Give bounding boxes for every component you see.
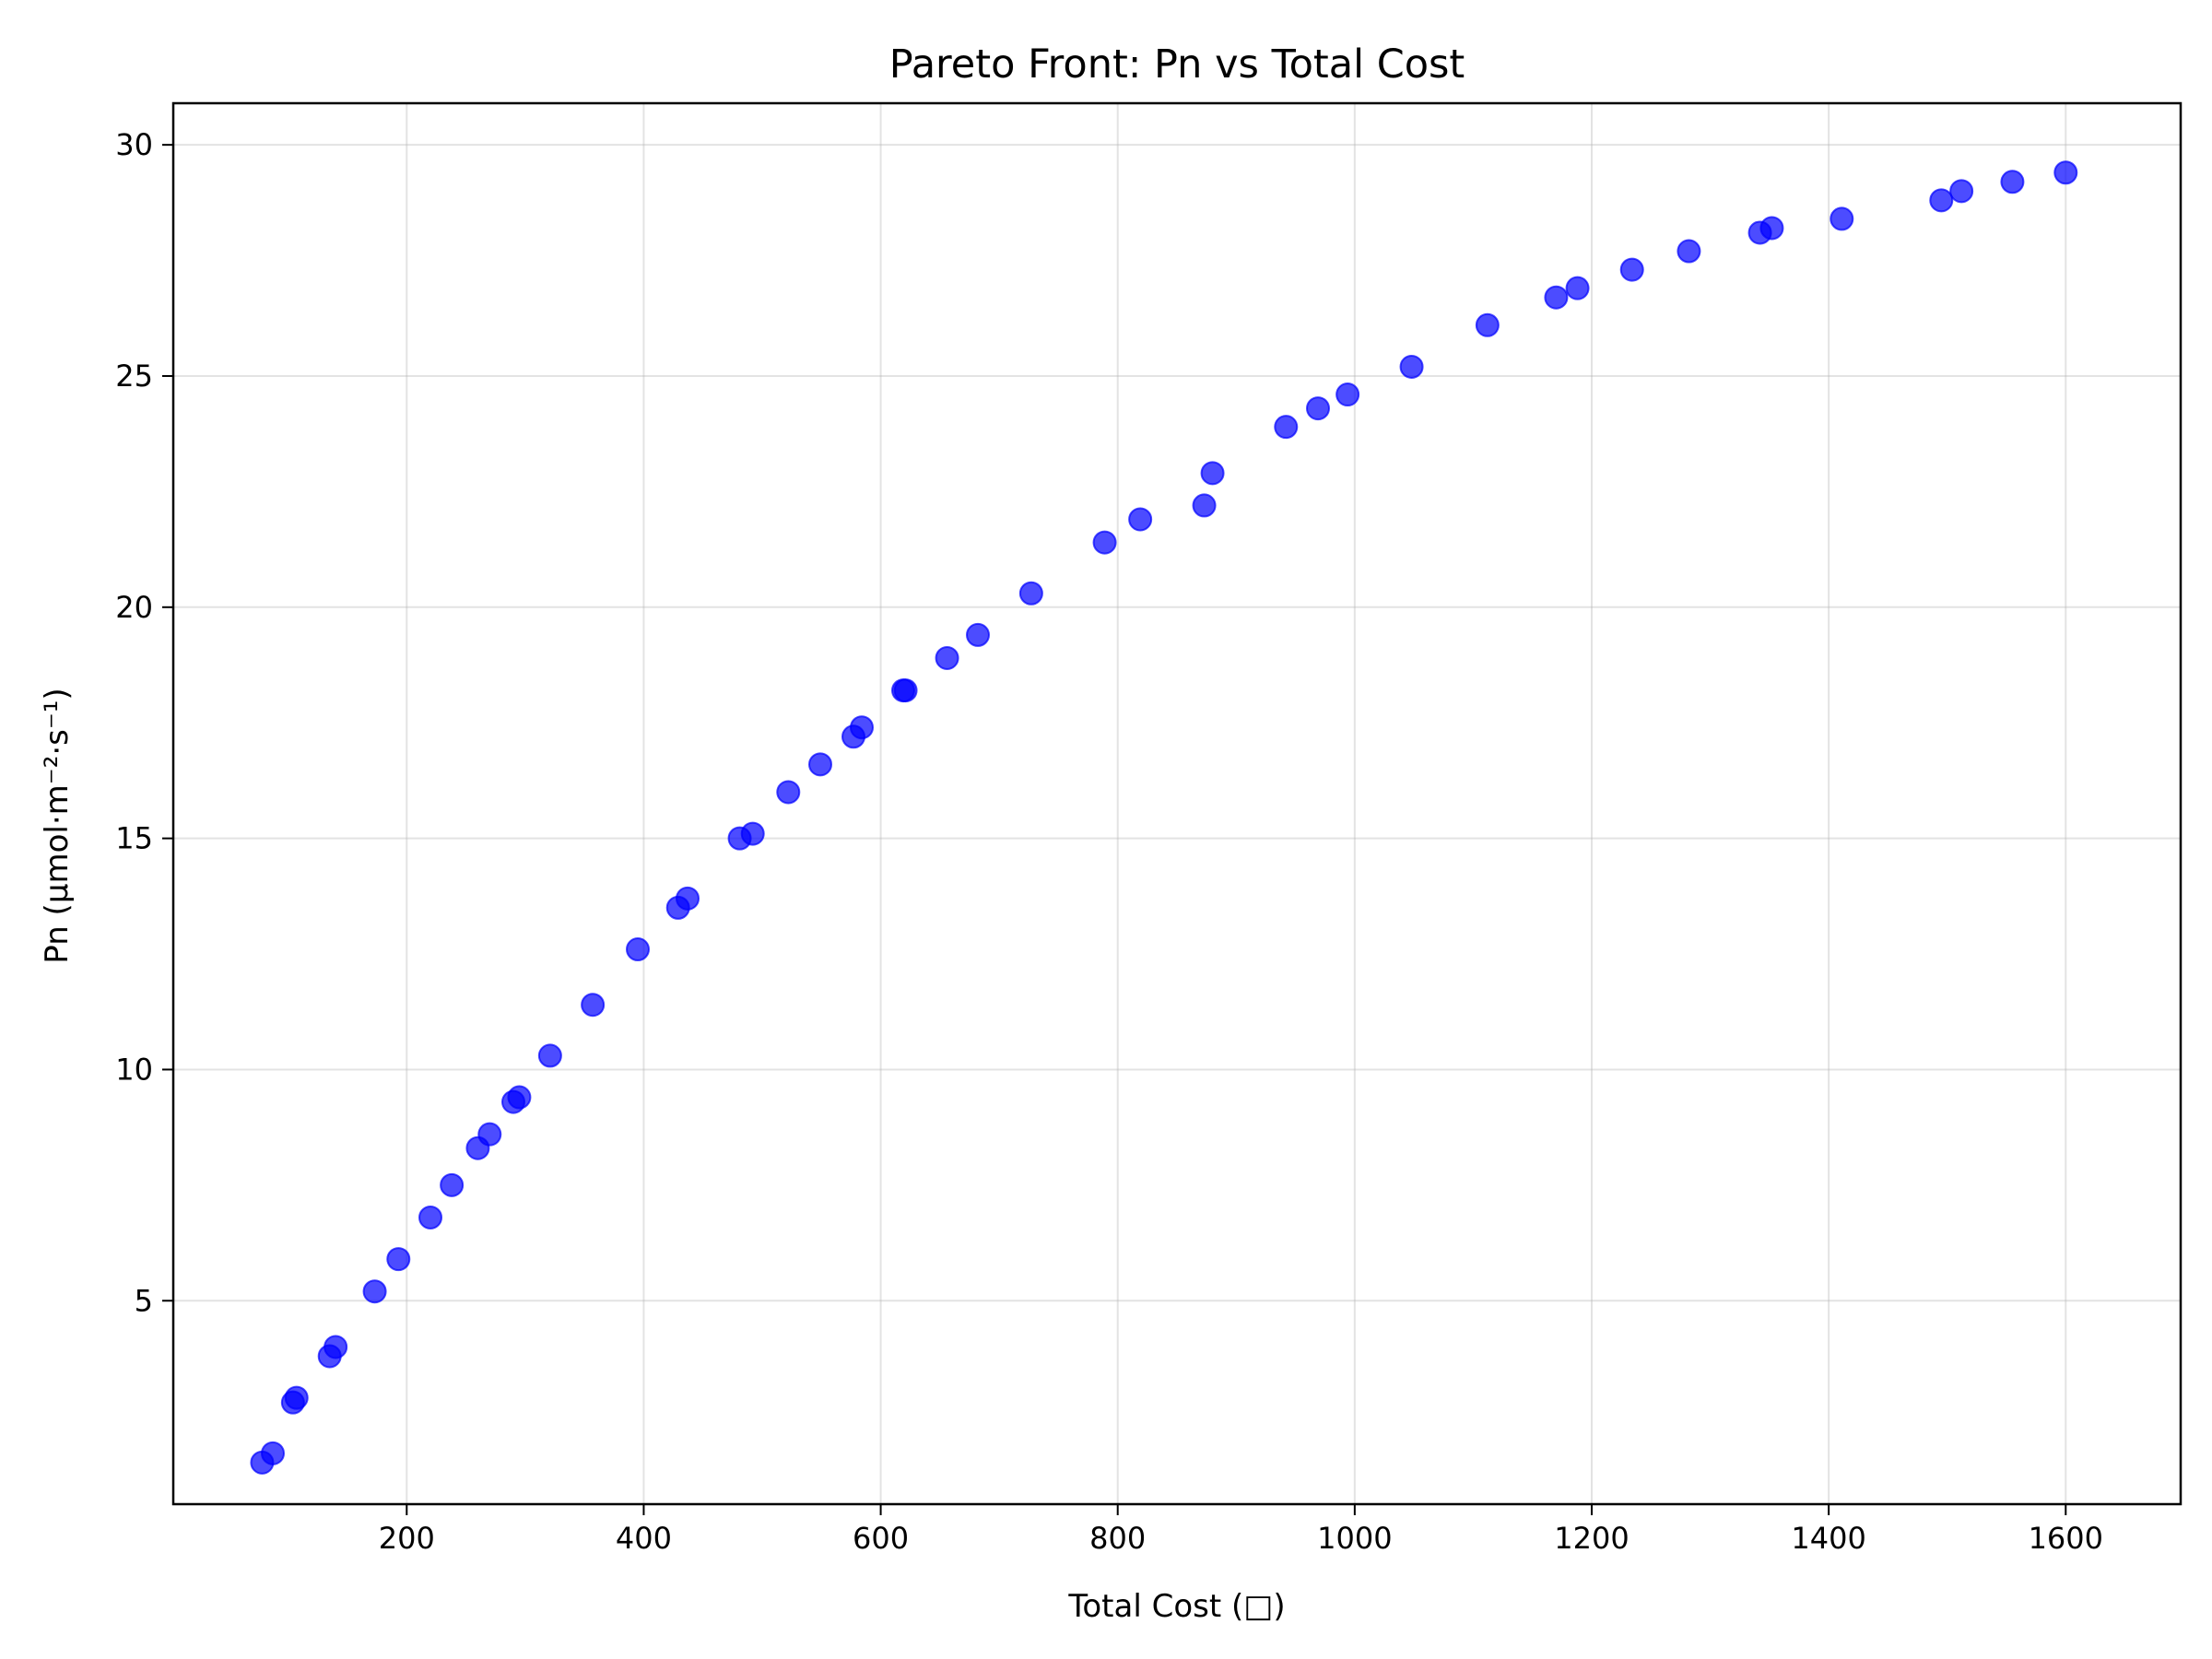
x-tick-label: 400: [616, 1521, 672, 1556]
data-point: [440, 1172, 465, 1197]
data-point: [386, 1247, 411, 1272]
y-tick-label: 25: [115, 359, 153, 394]
x-tick-label: 600: [853, 1521, 909, 1556]
data-point: [966, 622, 990, 647]
data-point: [740, 821, 765, 846]
data-point: [2053, 160, 2078, 185]
chart-title: Pareto Front: Pn vs Total Cost: [889, 41, 1465, 88]
data-point: [261, 1441, 285, 1465]
data-point: [1619, 257, 1644, 282]
data-point: [581, 993, 606, 1018]
data-point: [1929, 188, 1954, 213]
data-point: [1018, 581, 1043, 606]
y-tick-label: 10: [115, 1052, 153, 1087]
data-point: [507, 1085, 532, 1110]
data-point: [1274, 415, 1299, 440]
grid-lines: [173, 103, 2181, 1504]
axis-ticks: 200 400 600 800 1000 1200 1400 1600 5 10 15 20 25 30: [115, 127, 2103, 1556]
data-point: [1830, 206, 1854, 231]
data-point: [1335, 382, 1360, 407]
data-point: [1759, 216, 1784, 241]
data-point: [324, 1335, 348, 1359]
data-point: [1399, 354, 1424, 379]
data-point: [537, 1043, 562, 1068]
x-tick-label: 800: [1089, 1521, 1146, 1556]
x-tick-label: 1000: [1317, 1521, 1392, 1556]
data-point: [676, 886, 700, 911]
data-point: [1677, 239, 1701, 264]
data-point: [284, 1385, 309, 1410]
data-point: [2000, 170, 2025, 194]
data-point: [418, 1205, 442, 1230]
x-tick-label: 1200: [1554, 1521, 1629, 1556]
y-tick-label: 30: [115, 127, 153, 162]
x-axis-label: Total Cost (□): [1067, 1588, 1285, 1625]
data-point: [1306, 396, 1330, 421]
data-point: [1200, 461, 1225, 486]
data-point: [935, 645, 959, 670]
data-point: [808, 752, 832, 777]
data-point: [626, 937, 650, 962]
y-tick-label: 20: [115, 590, 153, 625]
data-point: [893, 678, 918, 703]
x-tick-label: 1600: [2029, 1521, 2103, 1556]
data-point: [477, 1122, 502, 1147]
x-tick-label: 200: [379, 1521, 435, 1556]
data-point: [1544, 285, 1569, 310]
plot-frame: [171, 101, 2183, 1506]
data-point: [1475, 312, 1500, 337]
data-point: [850, 715, 874, 740]
data-point: [1128, 507, 1153, 532]
x-tick-label: 1400: [1791, 1521, 1865, 1556]
data-point: [1949, 179, 1974, 204]
data-point: [1192, 493, 1217, 518]
data-point: [362, 1279, 387, 1304]
y-tick-label: 15: [115, 821, 153, 856]
data-points: [250, 160, 2078, 1475]
data-point: [1092, 530, 1117, 555]
y-tick-label: 5: [135, 1283, 153, 1318]
data-point: [1565, 276, 1590, 300]
y-axis-label: Pn (μmol·m⁻²·s⁻¹): [39, 688, 76, 963]
data-point: [776, 780, 801, 805]
